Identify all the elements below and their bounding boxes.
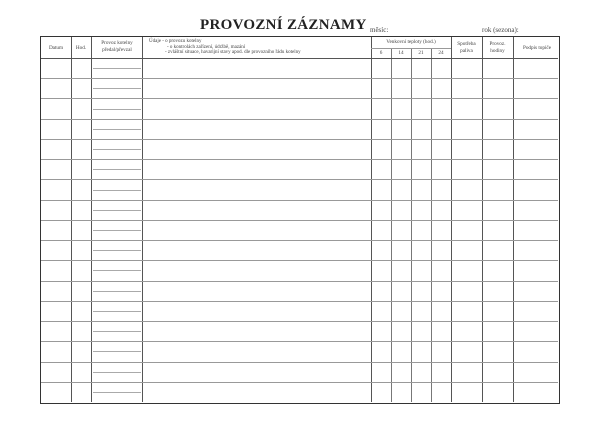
column-divider bbox=[391, 48, 392, 402]
handover-split-line bbox=[93, 169, 141, 171]
header-fuel: Spotřeba paliva bbox=[457, 41, 476, 54]
row-divider bbox=[41, 260, 558, 262]
row-divider bbox=[41, 159, 558, 161]
row-divider bbox=[41, 219, 558, 221]
handover-split-line bbox=[93, 230, 141, 231]
handover-split-line bbox=[93, 149, 141, 151]
header-divider bbox=[371, 48, 451, 49]
header-temp-hour: 14 bbox=[398, 50, 404, 56]
header-data-line: Údaje - o provozu kotelny bbox=[149, 39, 202, 44]
header-bottom-line bbox=[41, 58, 558, 59]
month-label: měsíc: bbox=[370, 26, 389, 34]
column-divider bbox=[411, 48, 412, 402]
row-divider bbox=[41, 78, 558, 80]
header-outdoor-temps: Venkovní teploty (hod.) bbox=[386, 39, 436, 45]
handover-split-line bbox=[93, 371, 141, 373]
column-divider bbox=[371, 37, 372, 402]
handover-split-line bbox=[93, 128, 141, 130]
column-divider bbox=[142, 37, 143, 402]
row-divider bbox=[41, 321, 558, 323]
row-divider bbox=[41, 118, 558, 120]
header-hour: Hod. bbox=[75, 45, 87, 51]
handover-split-line bbox=[93, 351, 141, 353]
header-boiler-handover: Provoz kotelny předal/převzal bbox=[101, 40, 133, 53]
header-temp-hour: 6 bbox=[379, 50, 383, 56]
header-data-line: - zvláštní situace, havarijní stavy apod… bbox=[165, 50, 301, 55]
handover-split-line bbox=[93, 189, 141, 191]
column-divider bbox=[91, 37, 92, 402]
row-divider bbox=[41, 280, 558, 282]
row-divider bbox=[41, 341, 558, 343]
header-date: Datum bbox=[48, 45, 64, 51]
handover-split-line bbox=[93, 270, 141, 272]
header-op-hours: Provoz. hodiny bbox=[489, 41, 506, 54]
column-divider bbox=[71, 37, 72, 402]
handover-split-line bbox=[93, 250, 141, 252]
handover-split-line bbox=[93, 68, 141, 70]
row-divider bbox=[41, 300, 558, 302]
handover-split-line bbox=[93, 108, 141, 110]
header-signature: Podpis topiče bbox=[522, 45, 552, 51]
handover-split-line bbox=[93, 209, 141, 211]
handover-split-line bbox=[93, 331, 141, 333]
column-divider bbox=[451, 37, 452, 402]
header-data-line: - o kontrolách zařízení, údržbě, mazání bbox=[167, 44, 246, 50]
year-label: rok (sezona): bbox=[482, 26, 519, 34]
page-title: PROVOZNÍ ZÁZNAMY bbox=[200, 17, 367, 33]
header-temp-hour: 24 bbox=[438, 50, 444, 56]
header-temp-hour: 21 bbox=[418, 50, 424, 56]
handover-split-line bbox=[93, 391, 141, 393]
row-divider bbox=[41, 199, 558, 201]
handover-split-line bbox=[93, 290, 141, 292]
row-divider bbox=[41, 361, 558, 363]
handover-split-line bbox=[93, 88, 141, 90]
row-divider bbox=[41, 98, 558, 100]
records-table: Datum Hod. Provoz kotelny předal/převzal… bbox=[40, 36, 560, 404]
column-divider bbox=[431, 48, 432, 402]
row-divider bbox=[41, 381, 558, 383]
row-divider bbox=[41, 179, 558, 181]
handover-split-line bbox=[93, 310, 141, 312]
column-divider bbox=[513, 37, 514, 402]
row-divider bbox=[41, 138, 558, 140]
row-divider bbox=[41, 240, 558, 242]
column-divider bbox=[482, 37, 483, 402]
